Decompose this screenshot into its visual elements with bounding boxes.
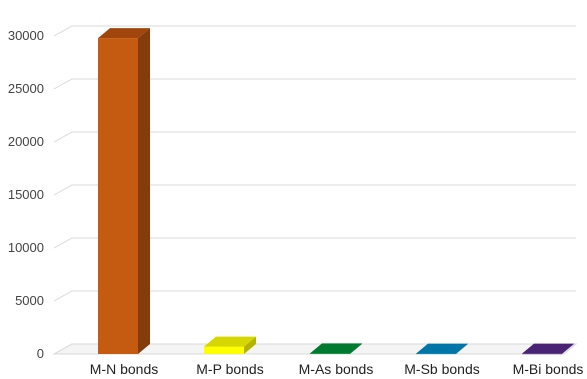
x-tick-label: M-N bonds	[90, 361, 158, 377]
y-tick-label: 5000	[15, 293, 44, 308]
bar-side	[350, 343, 362, 354]
bar-front	[522, 353, 562, 355]
bar-front	[98, 38, 138, 355]
x-axis: M-N bonds M-P bonds M-As bonds M-Sb bonds M-…	[90, 361, 584, 377]
bar-front	[204, 346, 244, 354]
bars	[98, 28, 574, 355]
bar-top	[416, 343, 468, 354]
x-tick-label: M-P bonds	[196, 361, 263, 377]
bar-front	[310, 353, 350, 354]
gridline	[53, 131, 576, 143]
y-tick-label: 20000	[8, 134, 44, 149]
bar	[522, 343, 574, 355]
y-axis: 0 5000 10000 15000 20000 25000 30000	[8, 28, 44, 361]
bar-top	[310, 343, 362, 354]
bar-side	[138, 28, 150, 355]
bar	[310, 343, 362, 354]
bar-top	[522, 343, 574, 354]
y-tick-label: 15000	[8, 187, 44, 202]
y-tick-label: 0	[37, 346, 44, 361]
gridline	[53, 25, 576, 37]
gridline	[53, 237, 576, 249]
y-tick-label: 30000	[8, 28, 44, 43]
bar-side	[244, 336, 256, 354]
gridline	[53, 184, 576, 196]
grid-layer	[53, 25, 576, 355]
bar-top	[98, 28, 150, 39]
bar-front	[416, 353, 456, 355]
y-tick-label: 25000	[8, 81, 44, 96]
bar-top	[204, 336, 256, 347]
bar	[204, 336, 256, 354]
x-tick-label: M-Bi bonds	[513, 361, 584, 377]
gridline	[53, 290, 576, 302]
bar-side	[562, 343, 574, 354]
bar	[98, 28, 150, 355]
y-tick-label: 10000	[8, 240, 44, 255]
x-tick-label: M-Sb bonds	[404, 361, 479, 377]
bar	[416, 343, 468, 355]
x-tick-label: M-As bonds	[299, 361, 374, 377]
gridline	[53, 78, 576, 90]
bar-side	[456, 343, 468, 354]
